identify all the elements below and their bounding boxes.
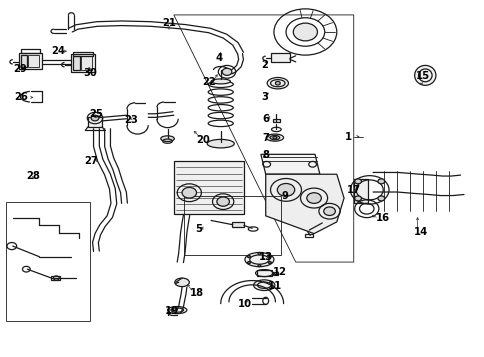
Text: 17: 17 xyxy=(346,185,360,195)
Circle shape xyxy=(216,197,229,206)
Text: 27: 27 xyxy=(85,156,98,166)
Text: 4: 4 xyxy=(215,52,222,62)
Text: 22: 22 xyxy=(201,77,215,87)
Circle shape xyxy=(323,207,334,216)
Text: 11: 11 xyxy=(267,281,281,291)
Text: 24: 24 xyxy=(51,46,65,56)
Text: 30: 30 xyxy=(83,67,97,77)
Ellipse shape xyxy=(207,139,234,148)
Text: 20: 20 xyxy=(196,135,209,145)
Circle shape xyxy=(222,68,231,75)
Ellipse shape xyxy=(211,79,230,84)
Ellipse shape xyxy=(174,278,189,287)
Text: 23: 23 xyxy=(124,115,138,125)
Text: 28: 28 xyxy=(27,171,41,181)
Circle shape xyxy=(277,183,294,196)
Text: 6: 6 xyxy=(262,114,269,124)
Text: 12: 12 xyxy=(272,267,287,277)
Circle shape xyxy=(257,265,260,267)
Text: 14: 14 xyxy=(413,227,428,237)
Bar xyxy=(353,178,367,203)
Text: 9: 9 xyxy=(281,191,288,201)
Ellipse shape xyxy=(267,77,288,89)
Text: 15: 15 xyxy=(415,71,429,81)
Circle shape xyxy=(354,196,361,201)
Bar xyxy=(73,56,80,70)
Text: 10: 10 xyxy=(238,299,251,309)
Bar xyxy=(272,119,279,122)
Text: 5: 5 xyxy=(195,224,202,234)
Text: 18: 18 xyxy=(189,288,203,298)
Circle shape xyxy=(268,262,271,264)
Ellipse shape xyxy=(160,136,174,141)
Bar xyxy=(272,272,277,275)
Text: 19: 19 xyxy=(164,306,178,316)
Circle shape xyxy=(272,136,276,139)
Text: 26: 26 xyxy=(15,92,29,102)
Bar xyxy=(73,52,92,56)
Bar xyxy=(81,56,92,70)
Circle shape xyxy=(377,179,384,184)
Circle shape xyxy=(257,252,260,255)
Bar xyxy=(184,196,281,255)
Text: 13: 13 xyxy=(258,252,272,262)
Bar xyxy=(88,117,102,127)
Circle shape xyxy=(268,256,271,258)
Text: 1: 1 xyxy=(344,131,351,141)
Bar xyxy=(257,270,271,276)
Ellipse shape xyxy=(266,134,283,141)
Text: 7: 7 xyxy=(262,132,269,142)
Bar xyxy=(173,161,243,214)
Polygon shape xyxy=(260,154,319,174)
Ellipse shape xyxy=(244,252,273,267)
Text: 16: 16 xyxy=(375,213,389,223)
Bar xyxy=(5,202,90,321)
Text: 25: 25 xyxy=(90,110,103,120)
Circle shape xyxy=(354,179,361,184)
Circle shape xyxy=(247,262,250,264)
Ellipse shape xyxy=(253,280,274,291)
Circle shape xyxy=(293,23,317,41)
Circle shape xyxy=(182,187,196,198)
Text: 21: 21 xyxy=(162,18,176,28)
Bar xyxy=(71,54,95,72)
Circle shape xyxy=(91,115,99,121)
Ellipse shape xyxy=(167,307,186,314)
Bar xyxy=(28,55,39,67)
Bar xyxy=(21,49,40,53)
Polygon shape xyxy=(265,174,343,233)
Bar xyxy=(231,222,243,227)
Circle shape xyxy=(275,81,280,85)
Ellipse shape xyxy=(414,65,435,85)
Bar xyxy=(21,55,27,67)
Circle shape xyxy=(306,193,321,203)
Circle shape xyxy=(247,256,250,258)
Text: 2: 2 xyxy=(260,60,267,70)
Text: 3: 3 xyxy=(260,92,267,102)
Bar xyxy=(19,53,42,69)
Text: 8: 8 xyxy=(262,150,269,160)
Ellipse shape xyxy=(270,135,279,140)
Bar xyxy=(51,276,60,280)
Bar xyxy=(305,234,312,237)
Bar xyxy=(270,53,289,62)
Text: 29: 29 xyxy=(13,64,27,74)
Circle shape xyxy=(377,196,384,201)
